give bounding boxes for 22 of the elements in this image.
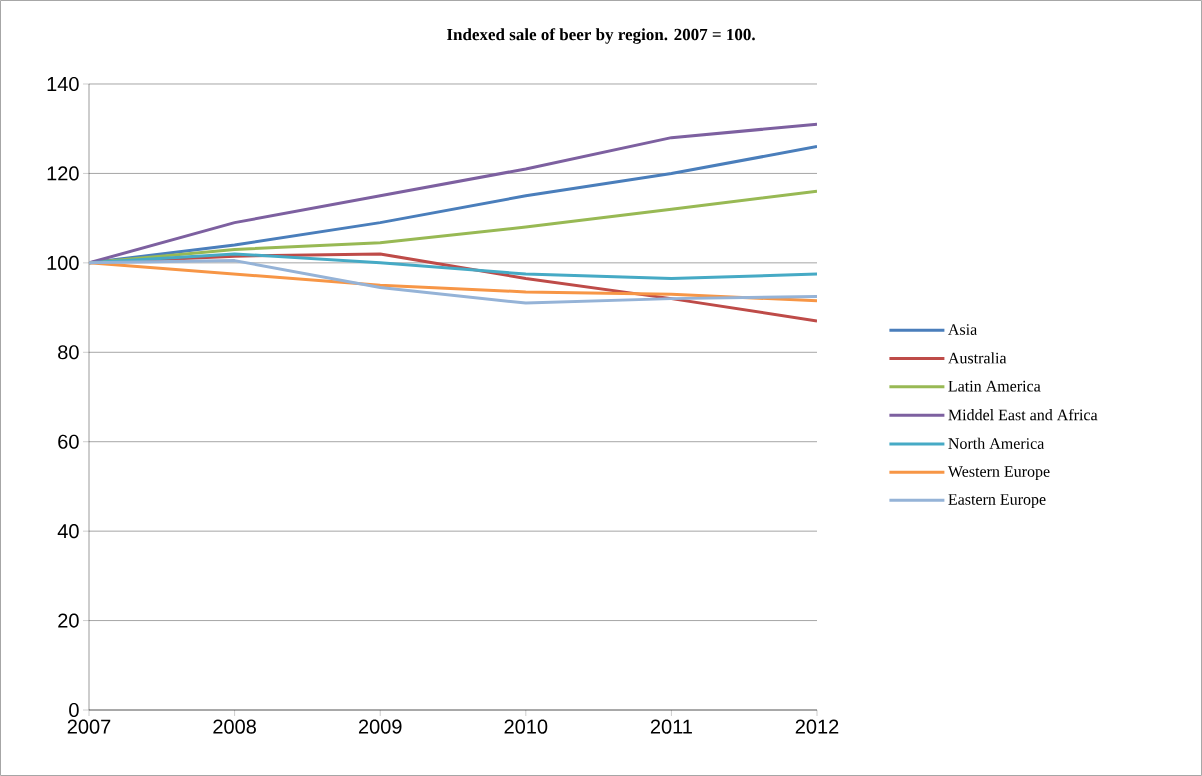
y-tick-label: 80 xyxy=(58,345,79,360)
legend-label: Asia xyxy=(948,324,978,335)
y-tick-label: 140 xyxy=(47,76,79,92)
y-tick-label: 20 xyxy=(58,613,79,628)
legend-label: Latin America xyxy=(948,380,1041,392)
legend-label: Australia xyxy=(948,352,1007,364)
legend-label: Western Europe xyxy=(947,466,1050,481)
y-tick-label: 120 xyxy=(47,166,79,181)
legend-label: Eastern Europe xyxy=(948,494,1046,509)
x-tick-label: 2012 xyxy=(795,719,839,734)
x-tick-label: 2011 xyxy=(650,719,692,734)
y-tick-label: 60 xyxy=(58,434,79,449)
y-tick-label: 100 xyxy=(47,255,79,270)
x-tick-label: 2007 xyxy=(67,719,111,734)
y-tick-label: 0 xyxy=(69,702,79,718)
x-tick-label: 2008 xyxy=(213,719,256,734)
chart-title: Indexed sale of beer by region. 2007 = 100. xyxy=(446,28,755,44)
legend-label: Middel East and Africa xyxy=(948,408,1098,421)
legend-label: North America xyxy=(948,437,1045,449)
x-tick-label: 2010 xyxy=(504,719,548,734)
x-tick-label: 2009 xyxy=(358,719,402,734)
y-tick-label: 40 xyxy=(57,524,79,539)
